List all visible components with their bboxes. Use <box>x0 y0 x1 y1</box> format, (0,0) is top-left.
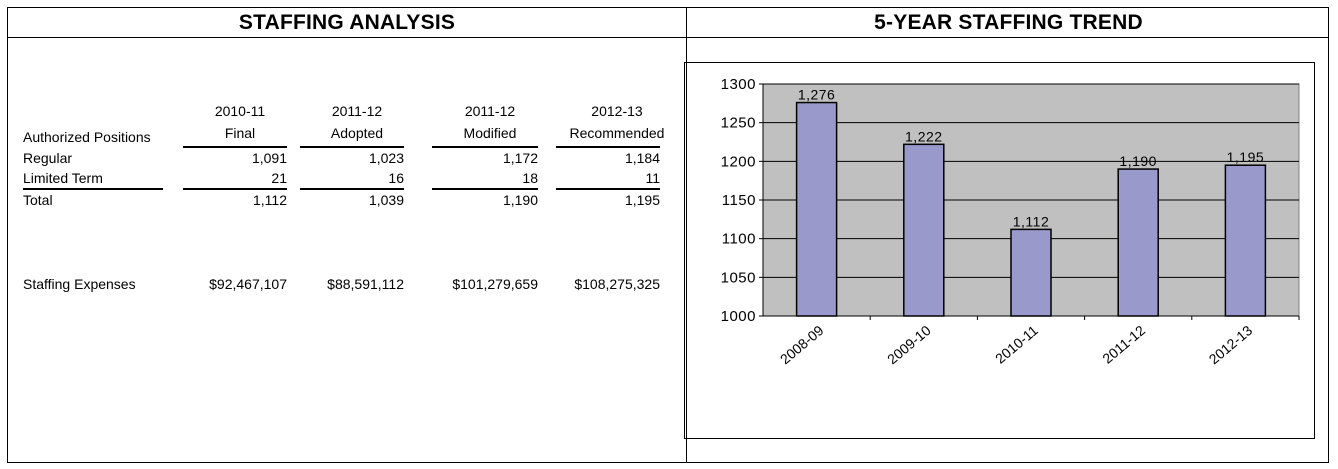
authorized-positions-label: Authorized Positions <box>23 129 151 145</box>
col-header-4-line2: Recommended <box>569 125 665 141</box>
x-tick-label-2010-11: 2010-11 <box>992 322 1041 367</box>
limited-term-value-2: 16 <box>388 170 404 186</box>
staffing-trend-chart-svg: 1000 1050 1100 1150 1200 1250 1300 1,276 2008-09… <box>721 76 1300 367</box>
bar-2008-09 <box>795 101 838 317</box>
total-value-3: 1,190 <box>502 192 538 208</box>
regular-value-2: 1,023 <box>368 150 404 166</box>
row-label-regular: Regular <box>23 150 73 166</box>
data-label-2010-11: 1,112 <box>1013 213 1050 229</box>
staffing-trend-chart: 1000 1050 1100 1150 1200 1250 1300 1,276 2008-09… <box>684 62 1315 439</box>
y-tick-label-1150: 1150 <box>722 192 756 209</box>
bar-2010-11 <box>1010 228 1052 317</box>
x-tick-label-2011-12: 2011-12 <box>1099 322 1148 367</box>
total-rule-4 <box>556 188 660 190</box>
limited-term-value-1: 21 <box>271 170 287 186</box>
expenses-value-1: $92,467,107 <box>209 276 287 292</box>
col-header-3-line2: Modified <box>463 125 517 141</box>
col-header-2-line2: Adopted <box>330 125 384 141</box>
total-rule-1 <box>183 188 287 190</box>
staffing-expenses-label: Staffing Expenses <box>23 276 136 292</box>
limited-term-value-3: 18 <box>522 170 538 186</box>
x-tick-label-2008-09: 2008-09 <box>777 322 827 367</box>
regular-value-4: 1,184 <box>624 150 660 166</box>
header-rule-1 <box>183 146 287 148</box>
bar-2011-12 <box>1117 168 1159 317</box>
y-tick-label-1200: 1200 <box>721 153 756 170</box>
col-header-1-line2: Final <box>224 125 256 141</box>
y-tick-label-1000: 1000 <box>721 308 756 325</box>
header-divider <box>8 37 1328 38</box>
regular-value-1: 1,091 <box>251 150 287 166</box>
total-rule-label <box>23 188 163 190</box>
total-rule-2 <box>300 188 404 190</box>
y-tick-label-1100: 1100 <box>722 231 756 248</box>
header-rule-4 <box>556 146 660 148</box>
limited-term-value-4: 11 <box>645 170 660 186</box>
header-rule-2 <box>300 146 404 148</box>
staffing-table: 2010-11 Final 2011-12 Adopted 2011-12 Mo… <box>23 103 665 292</box>
staffing-analysis-title: STAFFING ANALYSIS <box>238 11 456 34</box>
col-header-1-line1: 2010-11 <box>214 103 266 119</box>
y-tick-label-1050: 1050 <box>721 269 756 286</box>
total-value-4: 1,195 <box>624 192 660 208</box>
col-header-2-line1: 2011-12 <box>331 103 383 119</box>
total-value-1: 1,112 <box>253 192 287 208</box>
report-frame: STAFFING ANALYSIS 5-YEAR STAFFING TREND <box>7 7 1329 463</box>
col-header-4-line1: 2012-13 <box>591 103 643 119</box>
expenses-value-4: $108,275,325 <box>574 276 660 292</box>
y-tick-label-1300: 1300 <box>721 76 756 93</box>
regular-value-3: 1,172 <box>502 150 538 166</box>
bar-2009-10 <box>903 143 945 317</box>
staffing-trend-title: 5-YEAR STAFFING TREND <box>874 11 1143 34</box>
x-tick-label-2012-13: 2012-13 <box>1206 322 1256 367</box>
header-rule-3 <box>432 146 538 148</box>
data-label-2012-13: 1,195 <box>1227 149 1265 165</box>
col-header-3-line1: 2011-12 <box>464 103 516 119</box>
data-label-2008-09: 1,276 <box>798 87 836 103</box>
total-value-2: 1,039 <box>368 192 404 208</box>
bar-2012-13 <box>1224 164 1267 317</box>
panel-divider <box>686 8 687 462</box>
expenses-value-2: $88,591,112 <box>327 276 404 292</box>
total-rule-3 <box>432 188 538 190</box>
row-label-limited-term: Limited Term <box>23 170 103 186</box>
data-label-2009-10: 1,222 <box>905 128 943 144</box>
y-tick-label-1250: 1250 <box>721 115 756 132</box>
row-label-total: Total <box>23 192 53 208</box>
expenses-value-3: $101,279,659 <box>452 276 538 292</box>
x-tick-label-2009-10: 2009-10 <box>884 322 934 367</box>
data-label-2011-12: 1,190 <box>1119 153 1157 169</box>
